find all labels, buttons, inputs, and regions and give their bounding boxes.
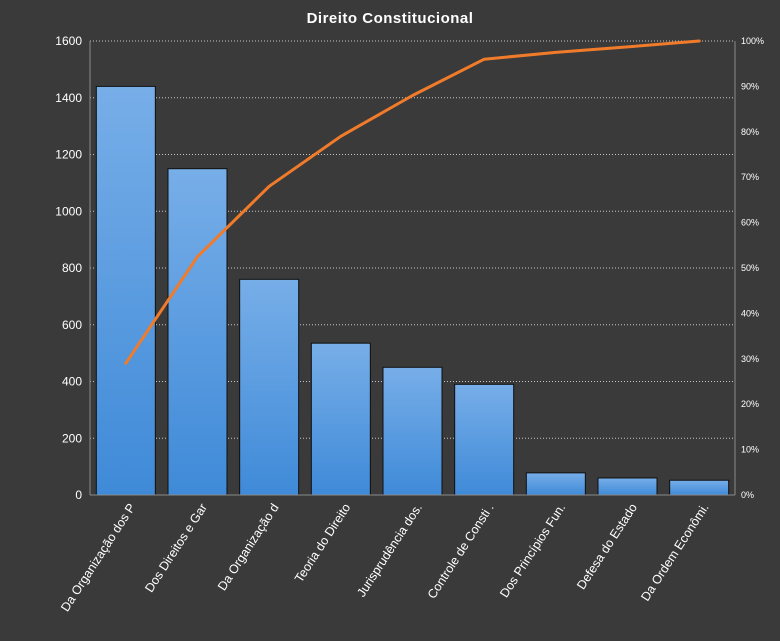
x-tick-label: Jurisprudência dos. <box>354 501 425 600</box>
y-tick-label: 1400 <box>55 91 82 105</box>
y-tick-label: 1000 <box>55 204 82 218</box>
x-tick-label: Defesa do Estado <box>574 501 640 592</box>
bar <box>167 168 228 496</box>
y2-tick-label: 20% <box>741 399 759 409</box>
x-tick-label: Da Organização d <box>215 501 282 593</box>
y-tick-label: 200 <box>62 431 82 445</box>
y-tick-label: 800 <box>62 261 82 275</box>
bar <box>525 472 586 496</box>
gridlines <box>90 40 735 439</box>
cumulative-line <box>124 39 701 365</box>
y2-tick-label: 40% <box>741 308 759 318</box>
y2-tick-label: 10% <box>741 445 759 455</box>
x-tick-label: Da Ordem Econômi. <box>638 501 711 604</box>
y2-tick-label: 50% <box>741 263 759 273</box>
chart-title: Direito Constitucional <box>307 10 474 27</box>
x-tick-label: Dos Direitos e Gar <box>142 501 210 595</box>
y-tick-label: 600 <box>62 318 82 332</box>
y-tick-label: 1200 <box>55 148 82 162</box>
y2-tick-label: 70% <box>741 172 759 182</box>
bar <box>239 278 300 496</box>
x-tick-label: Controle de Consti . <box>425 501 497 601</box>
bar <box>310 342 371 496</box>
cumulative-percent-line <box>124 39 701 365</box>
bar <box>669 479 730 496</box>
y2-tick-label: 90% <box>741 81 759 91</box>
x-tick-label: Da Organização dos P <box>58 501 138 614</box>
y-tick-label: 0 <box>75 488 82 502</box>
x-tick-label: Teoria do Direito <box>292 501 353 585</box>
y-tick-label: 1600 <box>55 34 82 48</box>
bar <box>454 383 515 496</box>
bar <box>597 477 658 496</box>
bar <box>95 85 156 496</box>
y2-tick-label: 0% <box>741 490 754 500</box>
y2-tick-label: 30% <box>741 354 759 364</box>
x-tick-label: Dos Princípios Fun. <box>497 501 568 600</box>
bar <box>382 366 443 496</box>
y-tick-label: 400 <box>62 375 82 389</box>
y2-tick-label: 80% <box>741 127 759 137</box>
axes: 0 200 400 600 800 1000 1200 1400 1600 0% 10% 20% 30%… <box>55 34 764 614</box>
bars <box>95 85 730 496</box>
y2-tick-label: 60% <box>741 218 759 228</box>
y2-tick-label: 100% <box>741 36 764 46</box>
